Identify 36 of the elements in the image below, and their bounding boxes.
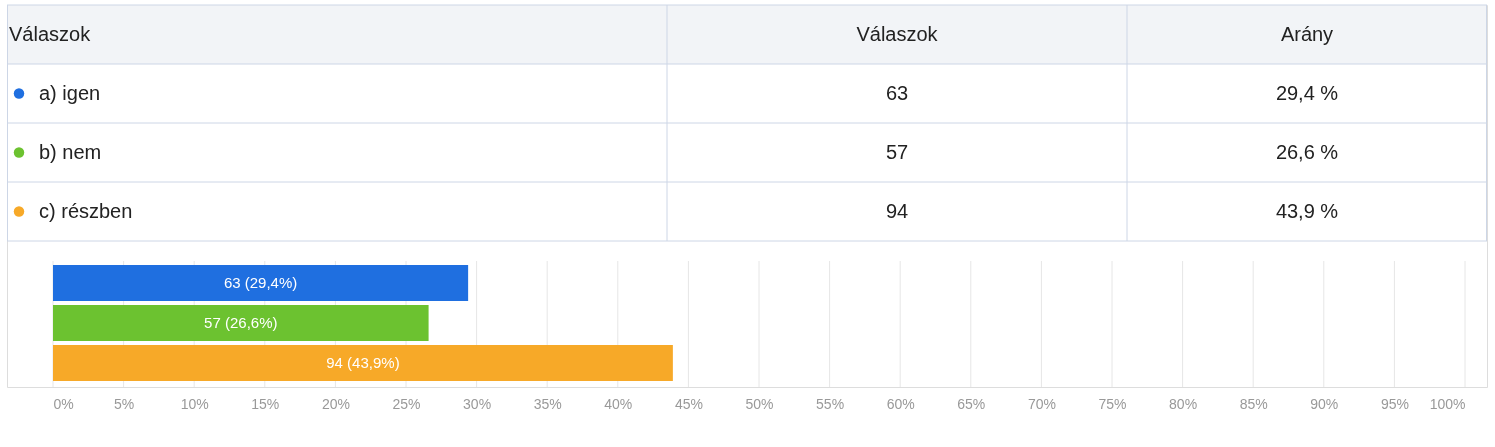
- text: 63: [885, 81, 909, 104]
- x-tick-label: 55%: [816, 395, 845, 412]
- x-tick-label: 5%: [113, 395, 135, 412]
- text: 26,6 %: [1275, 140, 1339, 163]
- text: Arány: [1280, 22, 1334, 45]
- data-label: 63 (29,4%): [223, 274, 298, 291]
- legend-label: a) igen: [39, 81, 101, 104]
- text: 94: [885, 199, 909, 222]
- x-tick-label: 70%: [1027, 395, 1056, 412]
- x-tick-label: 100%: [1429, 395, 1466, 412]
- x-tick-label: 25%: [392, 395, 421, 412]
- x-tick-label: 15%: [251, 395, 280, 412]
- legend-label: b) nem: [39, 140, 102, 163]
- x-tick-label: 65%: [957, 395, 986, 412]
- data-label: 94 (43,9%): [326, 354, 400, 371]
- x-tick-label: 45%: [674, 395, 703, 412]
- text: Válaszok: [856, 22, 939, 45]
- x-tick-label: 60%: [886, 395, 915, 412]
- data-label: 57 (26,6%): [204, 314, 278, 331]
- x-tick-label: 20%: [321, 395, 350, 412]
- x-tick-label: 75%: [1098, 395, 1127, 412]
- text: 29,4 %: [1275, 81, 1339, 104]
- x-tick-label: 40%: [604, 395, 633, 412]
- legend-label: c) részben: [39, 199, 133, 222]
- x-tick-label: 30%: [463, 395, 492, 412]
- x-tick-label: 95%: [1380, 395, 1409, 412]
- x-tick-label: 0%: [53, 395, 74, 412]
- x-tick-label: 50%: [745, 395, 774, 412]
- x-tick-label: 85%: [1239, 395, 1268, 412]
- x-tick-label: 90%: [1310, 395, 1339, 412]
- legend-title: Válaszok: [9, 22, 92, 45]
- text: 43,9 %: [1275, 199, 1339, 222]
- x-tick-label: 10%: [180, 395, 209, 412]
- x-tick-label: 35%: [533, 395, 562, 412]
- text: 57: [885, 140, 909, 163]
- x-tick-label: 80%: [1169, 395, 1198, 412]
